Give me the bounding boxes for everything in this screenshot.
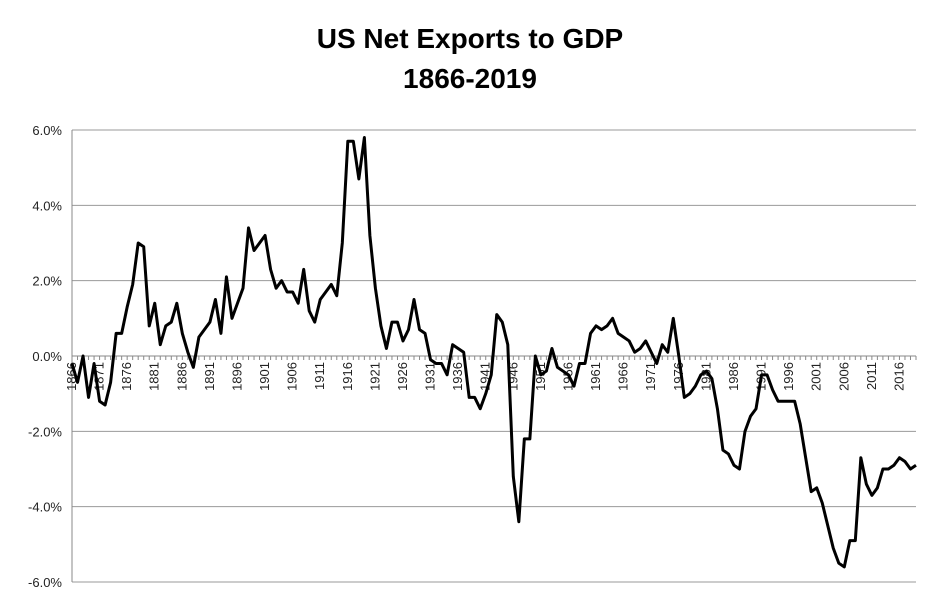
x-tick-label: 1926 — [395, 362, 410, 391]
x-tick-label: 1966 — [616, 362, 631, 391]
chart-title: US Net Exports to GDP — [317, 23, 623, 54]
x-tick-label: 2011 — [864, 362, 879, 390]
x-tick-label: 1961 — [588, 362, 603, 391]
x-tick-label: 2001 — [809, 362, 824, 391]
x-tick-label: 1916 — [340, 362, 355, 391]
x-tick-label: 1911 — [312, 362, 327, 390]
x-tick-label: 1981 — [698, 362, 713, 391]
x-tick-label: 1881 — [147, 362, 162, 391]
y-tick-label: -4.0% — [28, 500, 62, 515]
y-tick-label: -6.0% — [28, 575, 62, 590]
x-tick-label: 2006 — [836, 362, 851, 391]
x-tick-label: 1891 — [202, 362, 217, 391]
x-tick-label: 1996 — [781, 362, 796, 391]
y-tick-label: 6.0% — [32, 123, 62, 138]
x-tick-label: 1896 — [229, 362, 244, 391]
x-tick-label: 1921 — [367, 362, 382, 391]
x-tick-label: 1986 — [726, 362, 741, 391]
y-tick-label: 4.0% — [32, 198, 62, 213]
x-tick-label: 1866 — [64, 362, 79, 391]
data-line — [70, 136, 917, 569]
y-tick-label: 0.0% — [32, 349, 62, 364]
x-tick-label: 1936 — [450, 362, 465, 391]
x-tick-label: 1906 — [285, 362, 300, 391]
x-tick-label: 1931 — [423, 362, 438, 391]
x-tick-label: 1951 — [533, 362, 548, 391]
x-tick-label: 2016 — [891, 362, 906, 391]
chart-subtitle: 1866-2019 — [403, 63, 537, 94]
x-tick-label: 1901 — [257, 362, 272, 391]
y-tick-label: 2.0% — [32, 274, 62, 289]
x-tick-label: 1876 — [119, 362, 134, 391]
y-tick-label: -2.0% — [28, 424, 62, 439]
x-tick-label: 1971 — [643, 362, 658, 391]
x-tick-label: 1886 — [174, 362, 189, 391]
